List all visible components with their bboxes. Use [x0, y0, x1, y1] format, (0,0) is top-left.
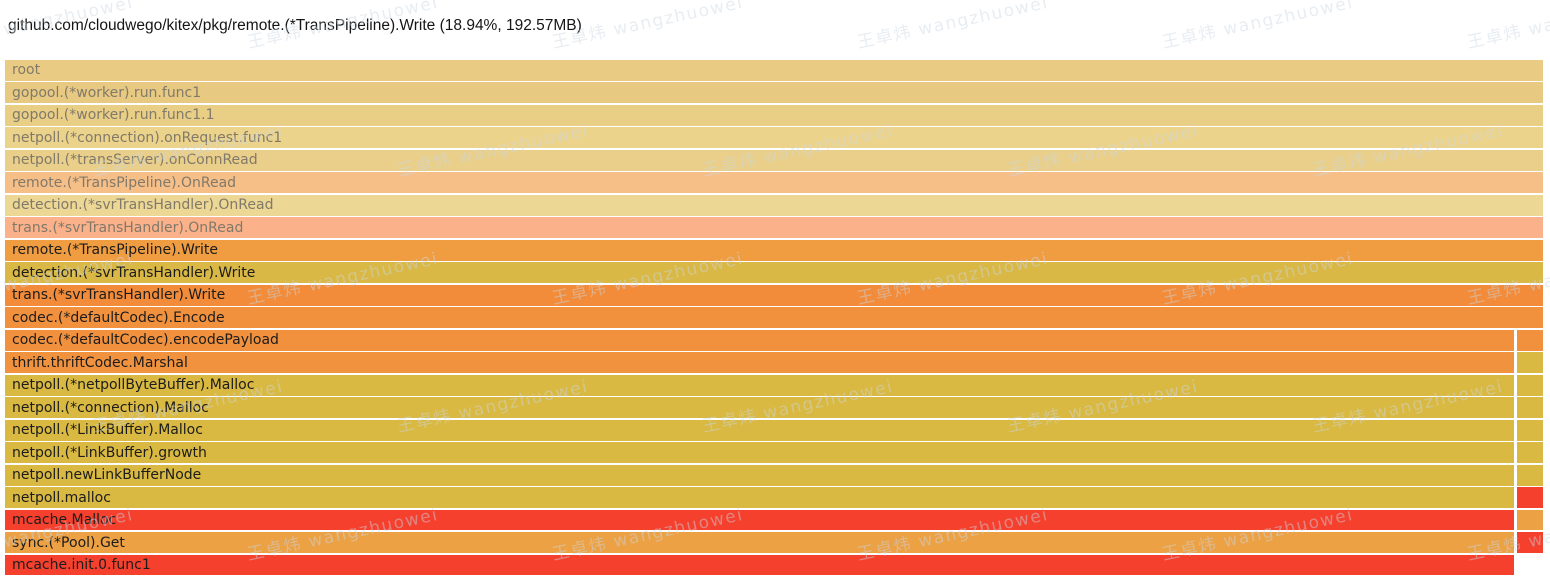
flame-frame-fragment[interactable] [1516, 442, 1543, 464]
flame-row: netpoll.(*LinkBuffer).Malloc [5, 419, 1543, 441]
flame-frame-fragment[interactable] [1516, 329, 1543, 351]
flame-frame-root[interactable]: root [5, 60, 1543, 81]
flame-frame-fragment[interactable] [1516, 419, 1543, 441]
flame-row: codec.(*defaultCodec).encodePayload [5, 329, 1543, 351]
flame-row: remote.(*TransPipeline).Write [5, 239, 1543, 261]
flame-row: netpoll.(*transServer).onConnRead [5, 149, 1543, 171]
flame-row: netpoll.(*LinkBuffer).growth [5, 442, 1543, 464]
flamegraph: root gopool.(*worker).run.func1 gopool.(*w… [5, 60, 1543, 577]
flame-row: detection.(*svrTransHandler).Write [5, 262, 1543, 284]
flame-frame-fragment[interactable] [1516, 464, 1543, 486]
flame-frame-fragment[interactable] [1516, 487, 1543, 508]
flame-frame-detection-svrtranshandler-write[interactable]: detection.(*svrTransHandler).Write [5, 262, 1543, 284]
flame-frame-remote-transpipeline-onread[interactable]: remote.(*TransPipeline).OnRead [5, 172, 1543, 194]
selected-frame-title: github.com/cloudwego/kitex/pkg/remote.(*… [8, 17, 582, 34]
flame-row: netpoll.malloc [5, 487, 1543, 508]
flame-row: trans.(*svrTransHandler).Write [5, 284, 1543, 306]
flame-frame-mcache-malloc[interactable]: mcache.Malloc [5, 509, 1514, 531]
flame-row: netpoll.newLinkBufferNode [5, 464, 1543, 486]
flame-frame-trans-svrtranshandler-onread[interactable]: trans.(*svrTransHandler).OnRead [5, 217, 1543, 239]
watermark: 王卓炜 wangzhuowei [855, 0, 1051, 53]
flame-frame-gopool-worker-run-func1-1[interactable]: gopool.(*worker).run.func1.1 [5, 104, 1543, 126]
flame-row: trans.(*svrTransHandler).OnRead [5, 217, 1543, 239]
flame-row: gopool.(*worker).run.func1 [5, 82, 1543, 104]
flame-frame-netpoll-linkbuffer-growth[interactable]: netpoll.(*LinkBuffer).growth [5, 442, 1514, 464]
flame-frame-netpoll-malloc[interactable]: netpoll.malloc [5, 487, 1514, 508]
flame-row: mcache.init.0.func1 [5, 554, 1543, 576]
watermark: 王卓炜 wangzhuowei [1160, 0, 1356, 53]
flame-row: mcache.Malloc [5, 509, 1543, 531]
flame-row: root [5, 60, 1543, 81]
flame-frame-codec-defaultcodec-encode[interactable]: codec.(*defaultCodec).Encode [5, 307, 1543, 329]
flame-frame-detection-svrtranshandler-onread[interactable]: detection.(*svrTransHandler).OnRead [5, 194, 1543, 216]
flame-row: codec.(*defaultCodec).Encode [5, 307, 1543, 329]
flame-frame-fragment[interactable] [1516, 397, 1543, 419]
flame-frame-netpoll-connection-malloc[interactable]: netpoll.(*connection).Malloc [5, 397, 1514, 419]
flame-frame-fragment[interactable] [1516, 374, 1543, 396]
flame-frame-netpoll-transserver-onconnread[interactable]: netpoll.(*transServer).onConnRead [5, 149, 1543, 171]
flame-frame-mcache-init-0-func1[interactable]: mcache.init.0.func1 [5, 554, 1514, 576]
flame-row: remote.(*TransPipeline).OnRead [5, 172, 1543, 194]
flame-frame-netpoll-linkbuffer-malloc[interactable]: netpoll.(*LinkBuffer).Malloc [5, 419, 1514, 441]
flame-row: netpoll.(*netpollByteBuffer).Malloc [5, 374, 1543, 396]
flame-frame-gopool-worker-run-func1[interactable]: gopool.(*worker).run.func1 [5, 82, 1543, 104]
flame-row: netpoll.(*connection).onRequest.func1 [5, 127, 1543, 149]
flame-frame-fragment[interactable] [1516, 352, 1543, 374]
flame-row: gopool.(*worker).run.func1.1 [5, 104, 1543, 126]
flame-frame-netpoll-newlinkbuffernode[interactable]: netpoll.newLinkBufferNode [5, 464, 1514, 486]
flame-row: sync.(*Pool).Get [5, 532, 1543, 553]
flame-row: netpoll.(*connection).Malloc [5, 397, 1543, 419]
flame-frame-netpoll-connection-onrequest-func1[interactable]: netpoll.(*connection).onRequest.func1 [5, 127, 1543, 149]
flame-row: thrift.thriftCodec.Marshal [5, 352, 1543, 374]
flame-frame-fragment[interactable] [1516, 532, 1543, 553]
flame-frame-netpoll-netpollbytebuffer-malloc[interactable]: netpoll.(*netpollByteBuffer).Malloc [5, 374, 1514, 396]
flame-frame-thrift-thriftcodec-marshal[interactable]: thrift.thriftCodec.Marshal [5, 352, 1514, 374]
flame-row: detection.(*svrTransHandler).OnRead [5, 194, 1543, 216]
flame-frame-trans-svrtranshandler-write[interactable]: trans.(*svrTransHandler).Write [5, 284, 1543, 306]
flame-frame-sync-pool-get[interactable]: sync.(*Pool).Get [5, 532, 1514, 553]
watermark: 王卓炜 wangzhuowei [1465, 0, 1550, 53]
flame-frame-remote-transpipeline-write[interactable]: remote.(*TransPipeline).Write [5, 239, 1543, 261]
flame-frame-codec-defaultcodec-encodepayload[interactable]: codec.(*defaultCodec).encodePayload [5, 329, 1514, 351]
flame-frame-fragment[interactable] [1516, 509, 1543, 531]
